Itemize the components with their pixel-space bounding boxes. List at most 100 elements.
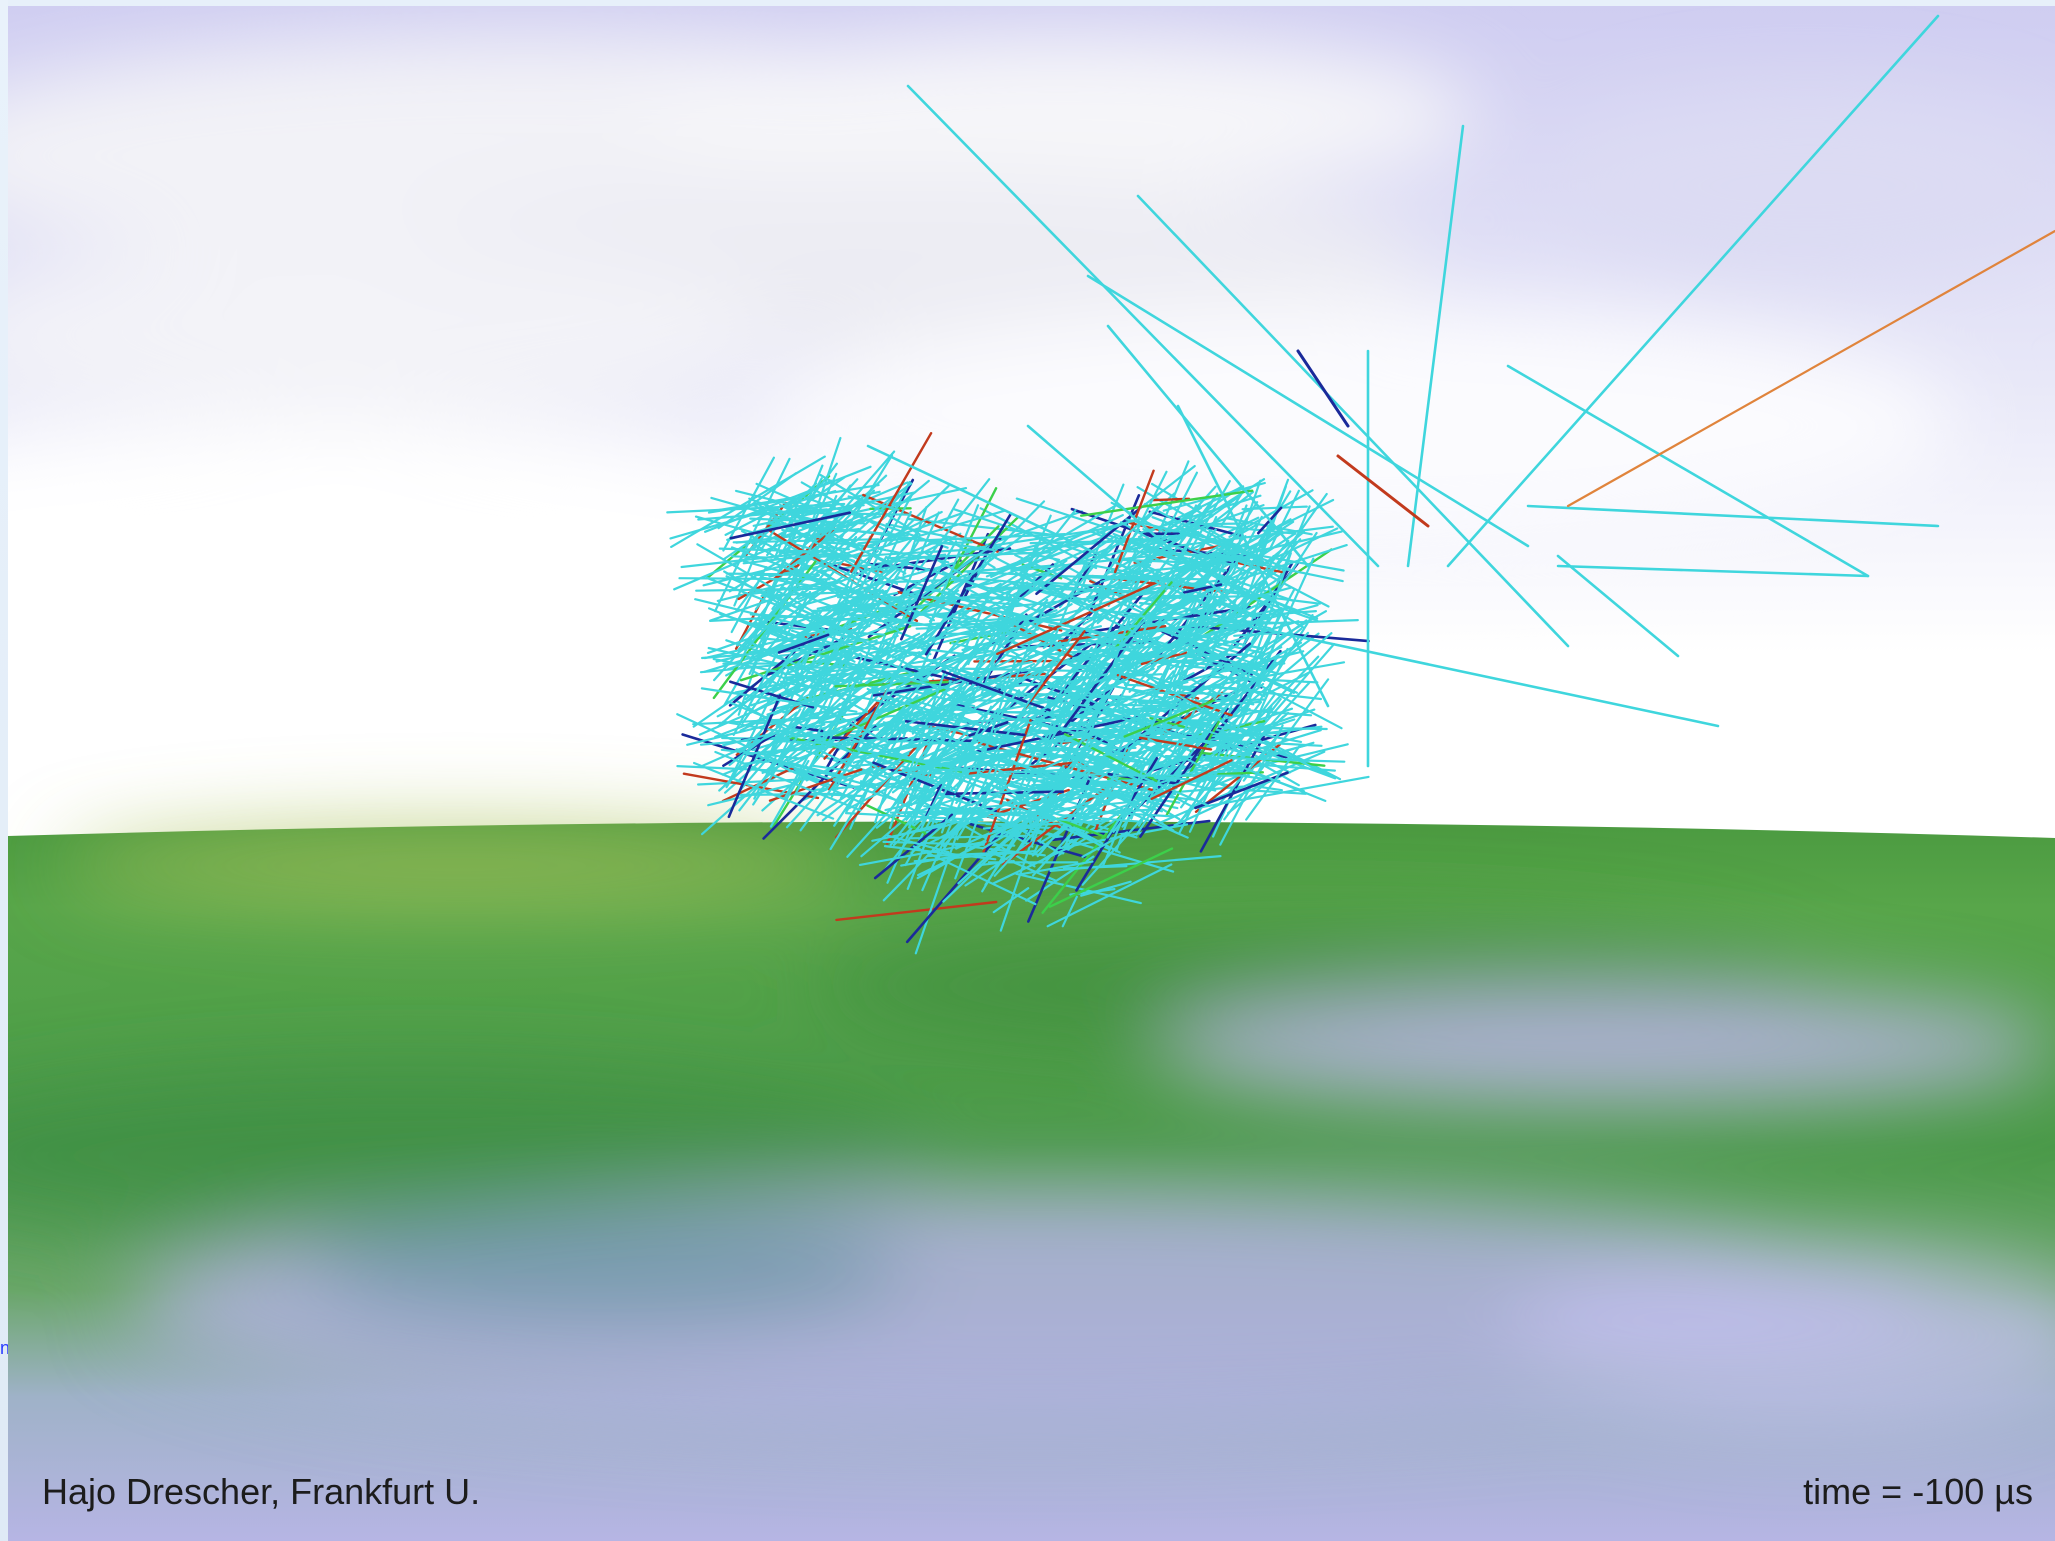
particle-track xyxy=(1245,744,1302,821)
particle-track xyxy=(999,659,1083,746)
particle-track xyxy=(1149,716,1191,730)
particle-track xyxy=(1048,847,1174,908)
particle-track xyxy=(1056,645,1141,664)
particle-track xyxy=(1125,503,1211,666)
particle-track xyxy=(1165,717,1222,816)
particle-track xyxy=(795,715,879,751)
particle-track xyxy=(885,681,995,736)
particle-track xyxy=(1052,675,1094,696)
particle-track xyxy=(839,755,867,800)
particle-track xyxy=(857,494,913,594)
particle-track xyxy=(971,627,997,686)
particle-track xyxy=(993,768,1093,877)
air-shower-scene xyxy=(8,6,2055,1541)
particle-track xyxy=(930,853,961,873)
particle-track xyxy=(776,522,909,537)
particle-track xyxy=(835,900,998,922)
particle-track xyxy=(883,754,1006,776)
particle-track xyxy=(1027,624,1137,659)
particle-track xyxy=(1218,642,1336,777)
particle-track xyxy=(874,610,970,694)
particle-track xyxy=(988,785,1045,796)
particle-track xyxy=(788,504,865,516)
particle-track xyxy=(1015,497,1123,534)
particle-track xyxy=(827,600,957,650)
particle-track xyxy=(726,621,857,671)
particle-track xyxy=(798,494,949,549)
particle-track xyxy=(696,777,812,786)
particle-track xyxy=(700,735,813,836)
particle-track xyxy=(1023,566,1067,580)
particle-track xyxy=(728,711,799,767)
ground-texture xyxy=(8,826,2055,1426)
particle-track xyxy=(739,650,894,732)
particle-track xyxy=(1123,699,1216,738)
particle-track xyxy=(968,654,1019,799)
particle-track xyxy=(779,680,893,705)
particle-track xyxy=(1151,516,1291,571)
particle-track xyxy=(1032,580,1147,591)
particle-track xyxy=(1103,750,1143,756)
particle-track xyxy=(696,543,838,626)
particle-track xyxy=(971,676,1022,712)
particle-track xyxy=(1181,660,1224,668)
particle-track xyxy=(737,589,777,666)
particle-track xyxy=(1246,624,1720,728)
particle-track xyxy=(729,511,852,540)
particle-track xyxy=(1143,502,1182,524)
particle-track xyxy=(1122,642,1252,751)
particle-track xyxy=(1048,624,1141,650)
particle-track xyxy=(880,705,906,733)
particle-track xyxy=(872,670,964,693)
particle-track xyxy=(819,473,921,536)
particle-track xyxy=(1506,364,1870,578)
particle-track xyxy=(805,667,929,721)
particle-track xyxy=(1178,699,1331,777)
particle-track xyxy=(781,760,877,789)
particle-track xyxy=(959,667,1119,673)
particle-track xyxy=(1228,489,1314,538)
particle-track xyxy=(1056,823,1189,850)
particle-track xyxy=(874,672,978,717)
particle-track xyxy=(700,647,825,660)
particle-track xyxy=(1086,574,1203,581)
particle-track xyxy=(1100,505,1159,559)
particle-track xyxy=(886,834,950,854)
particle-track xyxy=(1132,534,1179,542)
particle-track xyxy=(883,844,997,861)
particle-track xyxy=(722,456,776,552)
particle-track xyxy=(743,590,804,651)
particle-track xyxy=(809,555,888,695)
particle-track xyxy=(860,582,1036,619)
particle-track xyxy=(721,731,779,747)
particle-track xyxy=(1227,632,1333,722)
particle-track xyxy=(827,644,873,744)
particle-track xyxy=(981,628,1078,773)
particle-track xyxy=(850,432,933,573)
particle-track xyxy=(1116,549,1260,560)
particle-track xyxy=(769,592,928,675)
particle-track xyxy=(1052,699,1128,725)
particle-track xyxy=(821,761,896,822)
particle-track xyxy=(923,504,980,640)
particle-track xyxy=(734,489,790,505)
particle-track xyxy=(1107,603,1137,621)
particle-track xyxy=(1186,530,1343,569)
particle-track xyxy=(860,784,946,858)
particle-track xyxy=(744,652,800,701)
particle-track xyxy=(933,597,1080,630)
particle-track xyxy=(1526,504,1940,528)
particle-track xyxy=(905,828,1006,944)
particle-track xyxy=(1019,860,1094,876)
particle-track xyxy=(712,589,796,682)
particle-track xyxy=(932,783,1011,851)
particle-track xyxy=(762,576,915,604)
particle-track xyxy=(1120,606,1158,647)
particle-track xyxy=(993,598,1049,733)
particle-track xyxy=(1214,543,1348,589)
particle-track xyxy=(875,723,1005,829)
particle-track xyxy=(811,596,892,631)
particle-track xyxy=(905,689,1021,821)
particle-track xyxy=(707,784,791,807)
particle-track xyxy=(763,557,850,598)
